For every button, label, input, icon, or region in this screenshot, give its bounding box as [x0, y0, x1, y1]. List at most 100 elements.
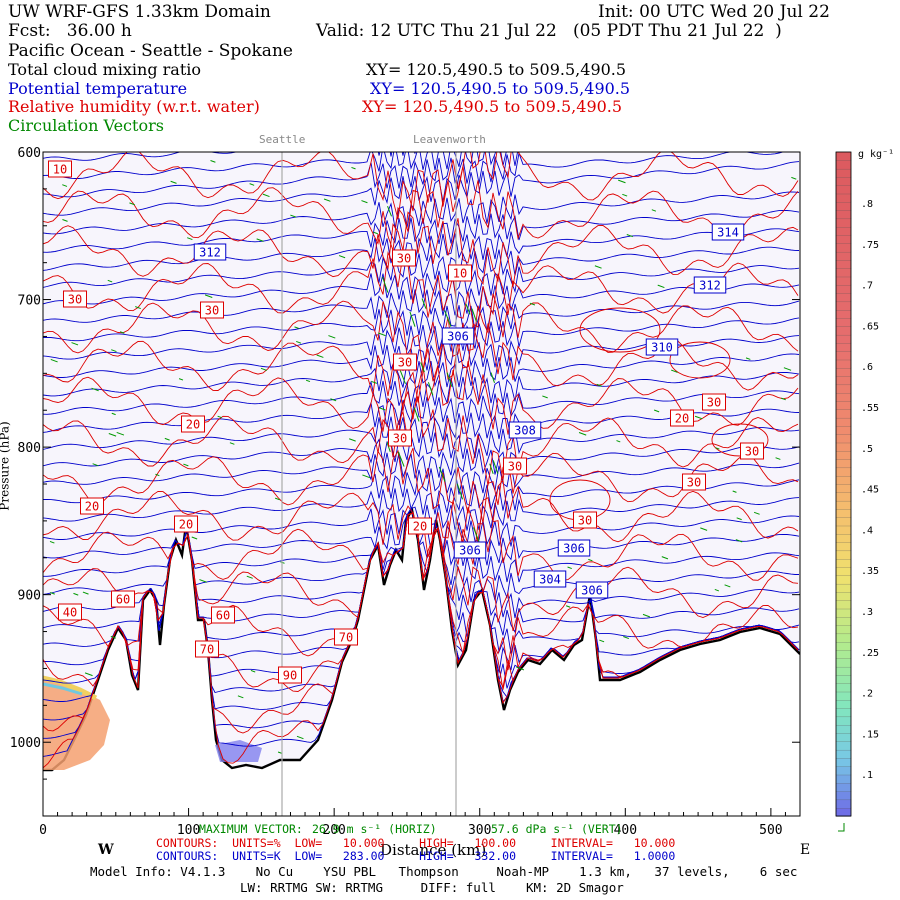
colorbar-band	[836, 600, 851, 609]
colorbar-band	[836, 650, 851, 659]
colorbar-band	[836, 509, 851, 518]
colorbar-band	[836, 426, 851, 435]
colorbar-band	[836, 642, 851, 651]
colorbar-label: .5	[861, 444, 873, 455]
colorbar-band	[836, 210, 851, 219]
rh-label: 20	[85, 500, 99, 514]
colorbar-band	[836, 501, 851, 510]
colorbar-band	[836, 434, 851, 443]
x-tick-label: 500	[759, 823, 782, 838]
colorbar-label: .3	[861, 607, 873, 618]
colorbar-band	[836, 293, 851, 302]
colorbar-band	[836, 758, 851, 767]
forecast-hour: Fcst: 36.00 h	[8, 23, 132, 40]
y-tick-label: 600	[18, 146, 41, 161]
colorbar-label: .2	[861, 689, 873, 700]
rh-label: 30	[687, 476, 701, 490]
colorbar-band	[836, 401, 851, 410]
colorbar-band	[836, 185, 851, 194]
cross-section-plot: 3143123123103083063063043063061030302020…	[0, 140, 900, 840]
colorbar-band	[836, 708, 851, 717]
colorbar-band	[836, 716, 851, 725]
theta-label: 306	[447, 330, 469, 344]
colorbar-band	[836, 476, 851, 485]
colorbar-band	[836, 360, 851, 369]
colorbar-band	[836, 542, 851, 551]
rh-label: 90	[283, 669, 297, 683]
colorbar-band	[836, 326, 851, 335]
colorbar-band	[836, 202, 851, 211]
colorbar-band	[836, 808, 851, 817]
colorbar-band	[836, 791, 851, 800]
colorbar-band	[836, 376, 851, 385]
west-label: W	[98, 843, 114, 857]
colorbar-band	[836, 775, 851, 784]
colorbar-band	[836, 310, 851, 319]
colorbar-band	[836, 783, 851, 792]
rh-label: 30	[745, 445, 759, 459]
rh-label: 20	[179, 518, 193, 532]
colorbar-label: .7	[861, 281, 873, 292]
rh-label: 30	[393, 432, 407, 446]
colorbar-band	[836, 368, 851, 377]
theta-label: 312	[199, 246, 221, 260]
colorbar-label: .15	[861, 729, 879, 740]
colorbar-band	[836, 683, 851, 692]
colorbar-band	[836, 567, 851, 576]
rh-label: 30	[205, 304, 219, 318]
colorbar-band	[836, 625, 851, 634]
colorbar-band	[836, 700, 851, 709]
y-tick-label: 700	[18, 294, 41, 309]
colorbar-band	[836, 218, 851, 227]
field-xy-rh: XY= 120.5,490.5 to 509.5,490.5	[362, 99, 622, 115]
colorbar-band	[836, 260, 851, 269]
theta-contour-info: CONTOURS: UNITS=K LOW= 283.00 HIGH= 332.…	[156, 851, 675, 863]
colorbar-band	[836, 243, 851, 252]
colorbar-band	[836, 235, 851, 244]
colorbar-band	[836, 393, 851, 402]
colorbar-band	[836, 799, 851, 808]
colorbar-band	[836, 152, 851, 161]
colorbar-band	[836, 443, 851, 452]
theta-label: 306	[459, 544, 481, 558]
colorbar-band	[836, 268, 851, 277]
physics-info: LW: RRTMG SW: RRTMG DIFF: full KM: 2D Sm…	[240, 882, 624, 895]
max-vector-vert: 57.6 dPa s⁻¹ (VERT)	[491, 824, 623, 836]
colorbar-label: .45	[861, 485, 879, 496]
x-tick-label: 0	[39, 823, 47, 838]
y-axis-label: Pressure (hPa)	[0, 421, 11, 510]
rh-label: 60	[216, 609, 230, 623]
colorbar-label: .4	[861, 525, 873, 536]
field-xy-theta: XY= 120.5,490.5 to 509.5,490.5	[370, 81, 630, 97]
theta-label: 308	[514, 424, 536, 438]
colorbar-band	[836, 301, 851, 310]
colorbar-band	[836, 384, 851, 393]
y-tick-label: 1000	[10, 736, 41, 751]
rh-label: 20	[186, 418, 200, 432]
colorbar-band	[836, 227, 851, 236]
colorbar-band	[836, 285, 851, 294]
colorbar-band	[836, 335, 851, 344]
theta-label: 312	[699, 279, 721, 293]
field-label-theta: Potential temperature	[8, 81, 187, 97]
theta-label: 314	[717, 226, 739, 240]
rh-label: 30	[508, 460, 522, 474]
colorbar-band	[836, 584, 851, 593]
colorbar-band	[836, 725, 851, 734]
colorbar-label: .35	[861, 566, 879, 577]
colorbar-band	[836, 343, 851, 352]
colorbar-label: .65	[861, 321, 879, 332]
colorbar-band	[836, 451, 851, 460]
rh-label: 10	[453, 267, 467, 281]
colorbar-band	[836, 750, 851, 759]
rh-label: 70	[200, 643, 214, 657]
colorbar-band	[836, 675, 851, 684]
rh-label: 10	[53, 163, 67, 177]
colorbar-band	[836, 766, 851, 775]
colorbar-band	[836, 667, 851, 676]
colorbar-band	[836, 575, 851, 584]
colorbar-label: .8	[861, 199, 873, 210]
colorbar-band	[836, 409, 851, 418]
colorbar-band	[836, 492, 851, 501]
colorbar-band	[836, 733, 851, 742]
